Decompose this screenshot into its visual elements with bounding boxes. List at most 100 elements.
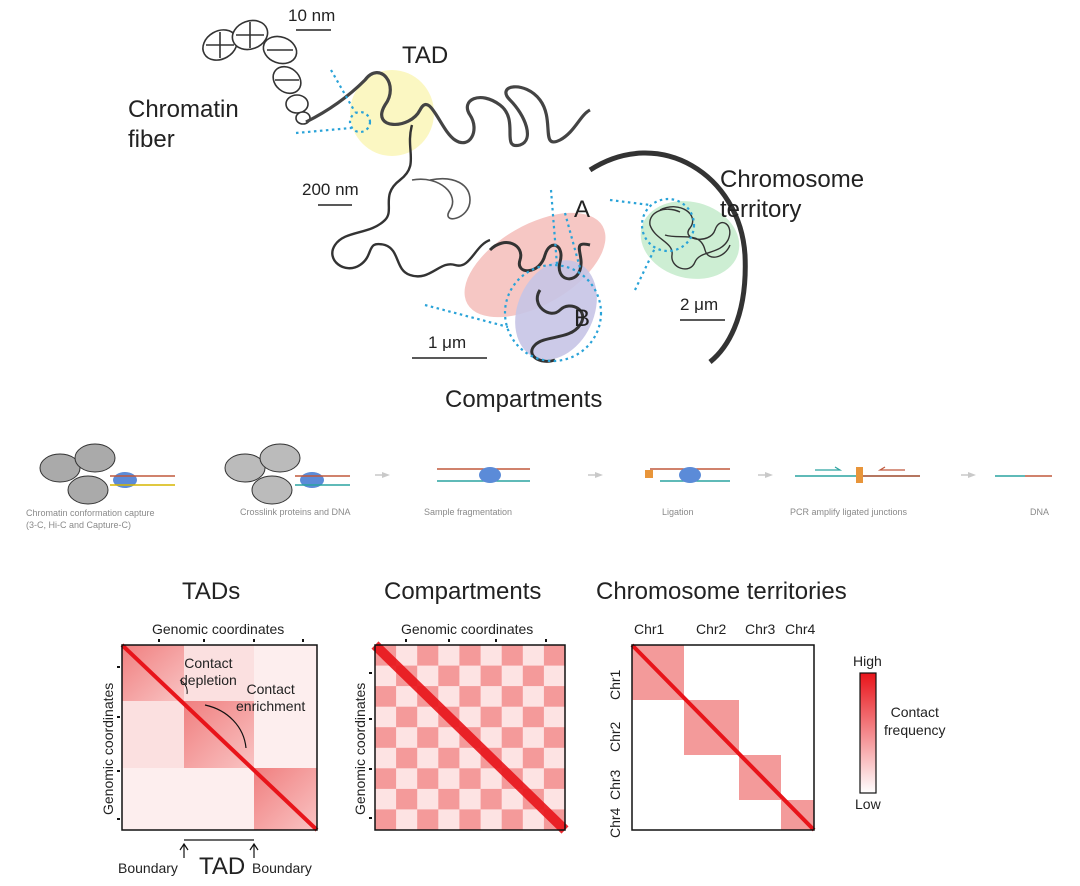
contact-enrichment-label: Contact enrichment: [236, 681, 306, 714]
territory-col-chr3: Chr3: [745, 621, 776, 637]
territory-row-chr3: Chr3: [607, 769, 623, 800]
territory-col-chr1: Chr1: [634, 621, 665, 637]
compartment-cell: [459, 809, 481, 831]
compartment-cell: [459, 768, 481, 790]
workflow-step-6-label: DNA: [1030, 507, 1050, 517]
scale-10nm-label: 10 nm: [288, 6, 336, 25]
compartment-cell: [522, 665, 545, 687]
compartment-cell: [522, 768, 545, 790]
workflow-step-4-illustration: [645, 467, 730, 483]
territory-row-chr2: Chr2: [607, 721, 623, 752]
compartment-cell: [501, 747, 524, 769]
compartment-cell: [438, 788, 460, 810]
compartment-cell: [396, 747, 418, 769]
compartment-cell: [522, 645, 545, 667]
workflow-step-3-illustration: [437, 467, 530, 483]
compartment-cell: [543, 768, 566, 790]
chromatin-structure-illustration: [202, 19, 748, 364]
compartment-cell: [543, 706, 566, 728]
boundary-right-label: Boundary: [252, 860, 312, 876]
compartment-cell: [417, 747, 439, 769]
territories-contact-map: [630, 643, 816, 832]
compartment-cell: [417, 665, 439, 687]
compartment-cell: [480, 665, 503, 687]
workflow-step-5-illustration: [795, 466, 920, 483]
workflow-step-3-label: Sample fragmentation: [424, 507, 513, 517]
compartment-cell: [396, 706, 418, 728]
boundary-left-label: Boundary: [118, 860, 178, 876]
compartment-cell: [375, 686, 397, 708]
compartment-cell: [501, 665, 524, 687]
compartment-cell: [375, 788, 397, 810]
contact-depletion-label: Contact depletion: [180, 655, 237, 688]
chromosome-territory-label: Chromosome territory: [720, 166, 865, 223]
territory-row-chr4: Chr4: [607, 807, 623, 838]
compartment-cell: [501, 706, 524, 728]
hi-c-workflow: [39, 443, 1052, 505]
legend-low-label: Low: [855, 796, 881, 812]
tad-label: TAD: [402, 42, 449, 69]
tads-contact-map: [117, 639, 319, 858]
compartment-cell: [438, 727, 460, 749]
tad-span-label: TAD: [199, 853, 246, 880]
compartment-cell: [501, 809, 524, 831]
compartment-cell: [501, 788, 524, 810]
workflow-step-2-illustration: [224, 443, 350, 505]
compartment-cell: [459, 747, 481, 769]
compartment-cell: [480, 788, 503, 810]
workflow-step-2-label: Crosslink proteins and DNA: [240, 507, 351, 517]
compartment-cell: [375, 706, 397, 728]
compartment-cell: [375, 727, 397, 749]
compartment-cell: [438, 768, 460, 790]
workflow-step-1-illustration: [39, 443, 175, 505]
compartments-label: Compartments: [445, 386, 603, 413]
compartment-cell: [480, 686, 503, 708]
compartment-cell: [543, 645, 566, 667]
compartments-top-axis-label: Genomic coordinates: [401, 621, 534, 637]
compartment-cell: [459, 706, 481, 728]
compartment-cell: [417, 788, 439, 810]
compartments-title: Compartments: [384, 578, 542, 605]
compartment-cell: [480, 706, 503, 728]
workflow-step-4-label: Ligation: [662, 507, 694, 517]
compartment-cell: [459, 686, 481, 708]
compartment-cell: [543, 788, 566, 810]
compartment-a-label: A: [574, 196, 591, 223]
workflow-arrows: [375, 472, 976, 478]
compartment-cell: [438, 809, 460, 831]
compartment-cell: [501, 686, 524, 708]
compartment-cell: [396, 788, 418, 810]
compartment-cell: [396, 686, 418, 708]
nucleosome-icons: [202, 19, 311, 125]
compartment-cell: [417, 645, 439, 667]
compartment-cell: [480, 809, 503, 831]
tads-title: TADs: [182, 578, 241, 605]
compartment-cell: [375, 768, 397, 790]
contact-frequency-legend: [859, 672, 877, 794]
compartment-b-label: B: [574, 305, 591, 332]
compartment-cell: [543, 747, 566, 769]
compartment-cell: [396, 768, 418, 790]
compartment-cell: [417, 809, 439, 831]
compartment-cell: [459, 665, 481, 687]
compartment-cell: [459, 788, 481, 810]
workflow-step-5-label: PCR amplify ligated junctions: [790, 507, 908, 517]
compartment-cell: [396, 809, 418, 831]
tads-left-axis-label: Genomic coordinates: [100, 682, 116, 815]
compartment-cell: [438, 645, 460, 667]
compartment-cell: [480, 768, 503, 790]
compartment-cell: [501, 645, 524, 667]
compartment-cell: [375, 809, 397, 831]
territories-title: Chromosome territories: [596, 578, 847, 605]
compartment-cell: [375, 747, 397, 769]
compartment-cell: [480, 645, 503, 667]
compartment-cell: [522, 809, 545, 831]
territory-row-chr1: Chr1: [607, 669, 623, 700]
compartment-cell: [417, 768, 439, 790]
compartments-contact-map: [369, 639, 569, 834]
compartment-cell: [438, 747, 460, 769]
scale-1um-label: 1 μm: [428, 333, 467, 352]
compartment-cell: [417, 706, 439, 728]
compartment-cell: [543, 665, 566, 687]
